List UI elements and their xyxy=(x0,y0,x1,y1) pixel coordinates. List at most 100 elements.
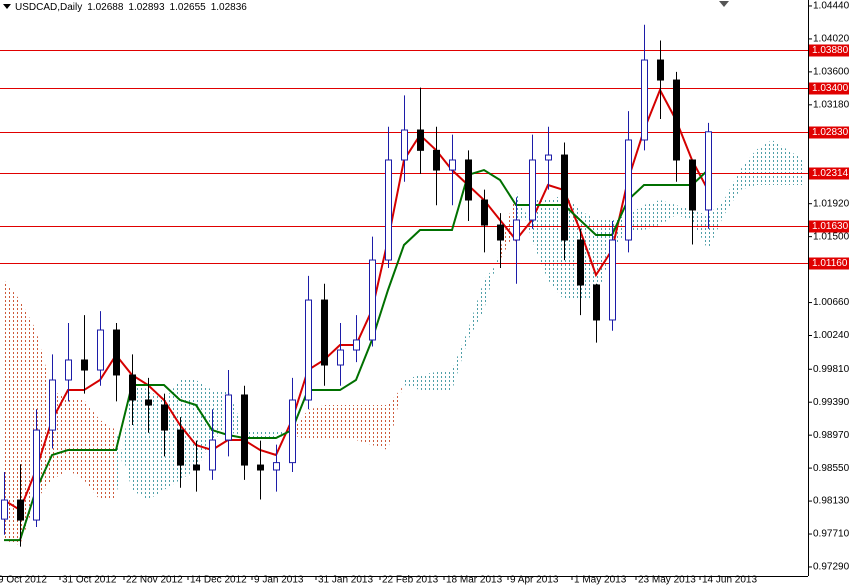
x-tick-label: 23 May 2013 xyxy=(638,575,696,586)
candle-body xyxy=(97,329,104,371)
symbol: USDCAD,Daily xyxy=(15,2,82,13)
cloud-segment xyxy=(692,209,708,250)
y-tick-label: 1.00660 xyxy=(813,297,849,308)
candle-body xyxy=(289,399,296,464)
cloud-segment xyxy=(116,379,132,501)
y-tick-label: 1.04020 xyxy=(813,34,849,45)
candle-body xyxy=(369,259,376,341)
ohlc-value: 1.02655 xyxy=(170,2,207,13)
candle-body xyxy=(145,399,152,406)
candle-body xyxy=(177,429,184,466)
cloud-segment xyxy=(340,405,356,441)
y-tick-label: 1.00240 xyxy=(813,330,849,341)
candle-body xyxy=(417,129,424,151)
candle-body xyxy=(401,129,408,161)
x-tick-label: 14 Jun 2013 xyxy=(702,575,757,586)
cloud-segment xyxy=(676,205,692,221)
candle-body xyxy=(577,239,584,286)
level-label-box xyxy=(809,44,849,57)
ohlc-value: 1.02688 xyxy=(87,2,124,13)
cloud-segment xyxy=(212,390,228,441)
candle-body xyxy=(545,154,552,161)
candle-body xyxy=(385,159,392,261)
candle-body xyxy=(225,394,232,441)
candle-body xyxy=(657,59,664,81)
cloud-segment xyxy=(740,150,756,191)
level-label-box xyxy=(809,126,849,139)
level-label: 1.01160 xyxy=(812,258,848,269)
cloud-segment xyxy=(372,405,388,450)
x-tick-label: 1 May 2013 xyxy=(574,575,627,586)
cloud-segment xyxy=(308,405,324,441)
cloud-segment xyxy=(148,390,164,501)
cloud-segment xyxy=(596,220,612,301)
candle-body xyxy=(433,149,440,171)
candle-body xyxy=(689,159,696,211)
candle-body xyxy=(625,139,632,241)
level-label-box xyxy=(809,220,849,233)
x-tick-label: 9 Jan 2013 xyxy=(254,575,304,586)
level-label-box xyxy=(809,82,849,95)
cloud-segment xyxy=(4,280,20,546)
cloud-segment xyxy=(20,300,36,546)
candle-body xyxy=(49,379,56,431)
y-tick-label: 1.01500 xyxy=(813,231,849,242)
level-label: 1.03400 xyxy=(812,83,849,94)
cloud-segment xyxy=(788,150,804,186)
chart-header: USDCAD,Daily 1.02688 1.02893 1.02655 1.02836 xyxy=(15,2,247,13)
cloud-segment xyxy=(420,371,436,391)
cloud-segment xyxy=(468,280,484,340)
cloud-segment xyxy=(68,400,84,481)
plot-area xyxy=(0,24,808,547)
y-tick-label: 1.03600 xyxy=(813,67,849,78)
candle-body xyxy=(481,199,488,226)
candle-body xyxy=(129,374,136,401)
level-label: 1.02314 xyxy=(812,168,849,179)
cloud-segment xyxy=(356,405,372,446)
level-label: 1.01630 xyxy=(812,221,849,232)
cloud-segment xyxy=(196,379,212,470)
candle-body xyxy=(193,464,200,471)
candle-body xyxy=(561,154,568,241)
candle-body xyxy=(593,284,600,321)
cloud-segment xyxy=(436,370,452,391)
cloud-segment xyxy=(484,249,500,311)
x-tick-label: 18 Mar 2013 xyxy=(446,575,503,586)
x-tick-label: 31 Jan 2013 xyxy=(318,575,373,586)
cloud-segment xyxy=(324,405,340,441)
cloud-segment xyxy=(452,330,468,391)
candle-body xyxy=(529,159,536,221)
level-label-box xyxy=(809,167,849,180)
candle-body xyxy=(449,159,456,171)
y-tick-label: 0.99810 xyxy=(813,364,849,375)
cloud-segment xyxy=(100,420,116,501)
ohlc-value: 1.02893 xyxy=(128,2,165,13)
y-tick-label: 1.04440 xyxy=(813,1,849,12)
candle-body xyxy=(641,59,648,141)
candle-body xyxy=(81,359,88,371)
level-label: 1.03880 xyxy=(812,45,849,56)
x-tick-label: 9 Oct 2012 xyxy=(0,575,47,586)
candle-body xyxy=(337,349,344,366)
y-tick-label: 1.01920 xyxy=(813,198,849,209)
x-tick-label: 14 Dec 2012 xyxy=(190,575,247,586)
candle-body xyxy=(673,79,680,161)
ohlc-value: 1.02836 xyxy=(211,2,248,13)
candle-body xyxy=(305,299,312,401)
header-arrow xyxy=(3,4,11,9)
level-label: 1.02830 xyxy=(812,127,849,138)
cloud-segment xyxy=(548,194,564,301)
cloud-segment xyxy=(516,190,532,241)
candle-body xyxy=(321,299,328,366)
candle-body xyxy=(17,499,24,521)
candle-body xyxy=(465,159,472,201)
candle-body xyxy=(1,499,8,520)
cloud-segment xyxy=(724,170,740,215)
candle-body xyxy=(609,239,616,321)
shift-marker xyxy=(719,1,729,7)
y-tick-label: 0.98970 xyxy=(813,430,849,441)
cloud-segment xyxy=(388,379,404,450)
